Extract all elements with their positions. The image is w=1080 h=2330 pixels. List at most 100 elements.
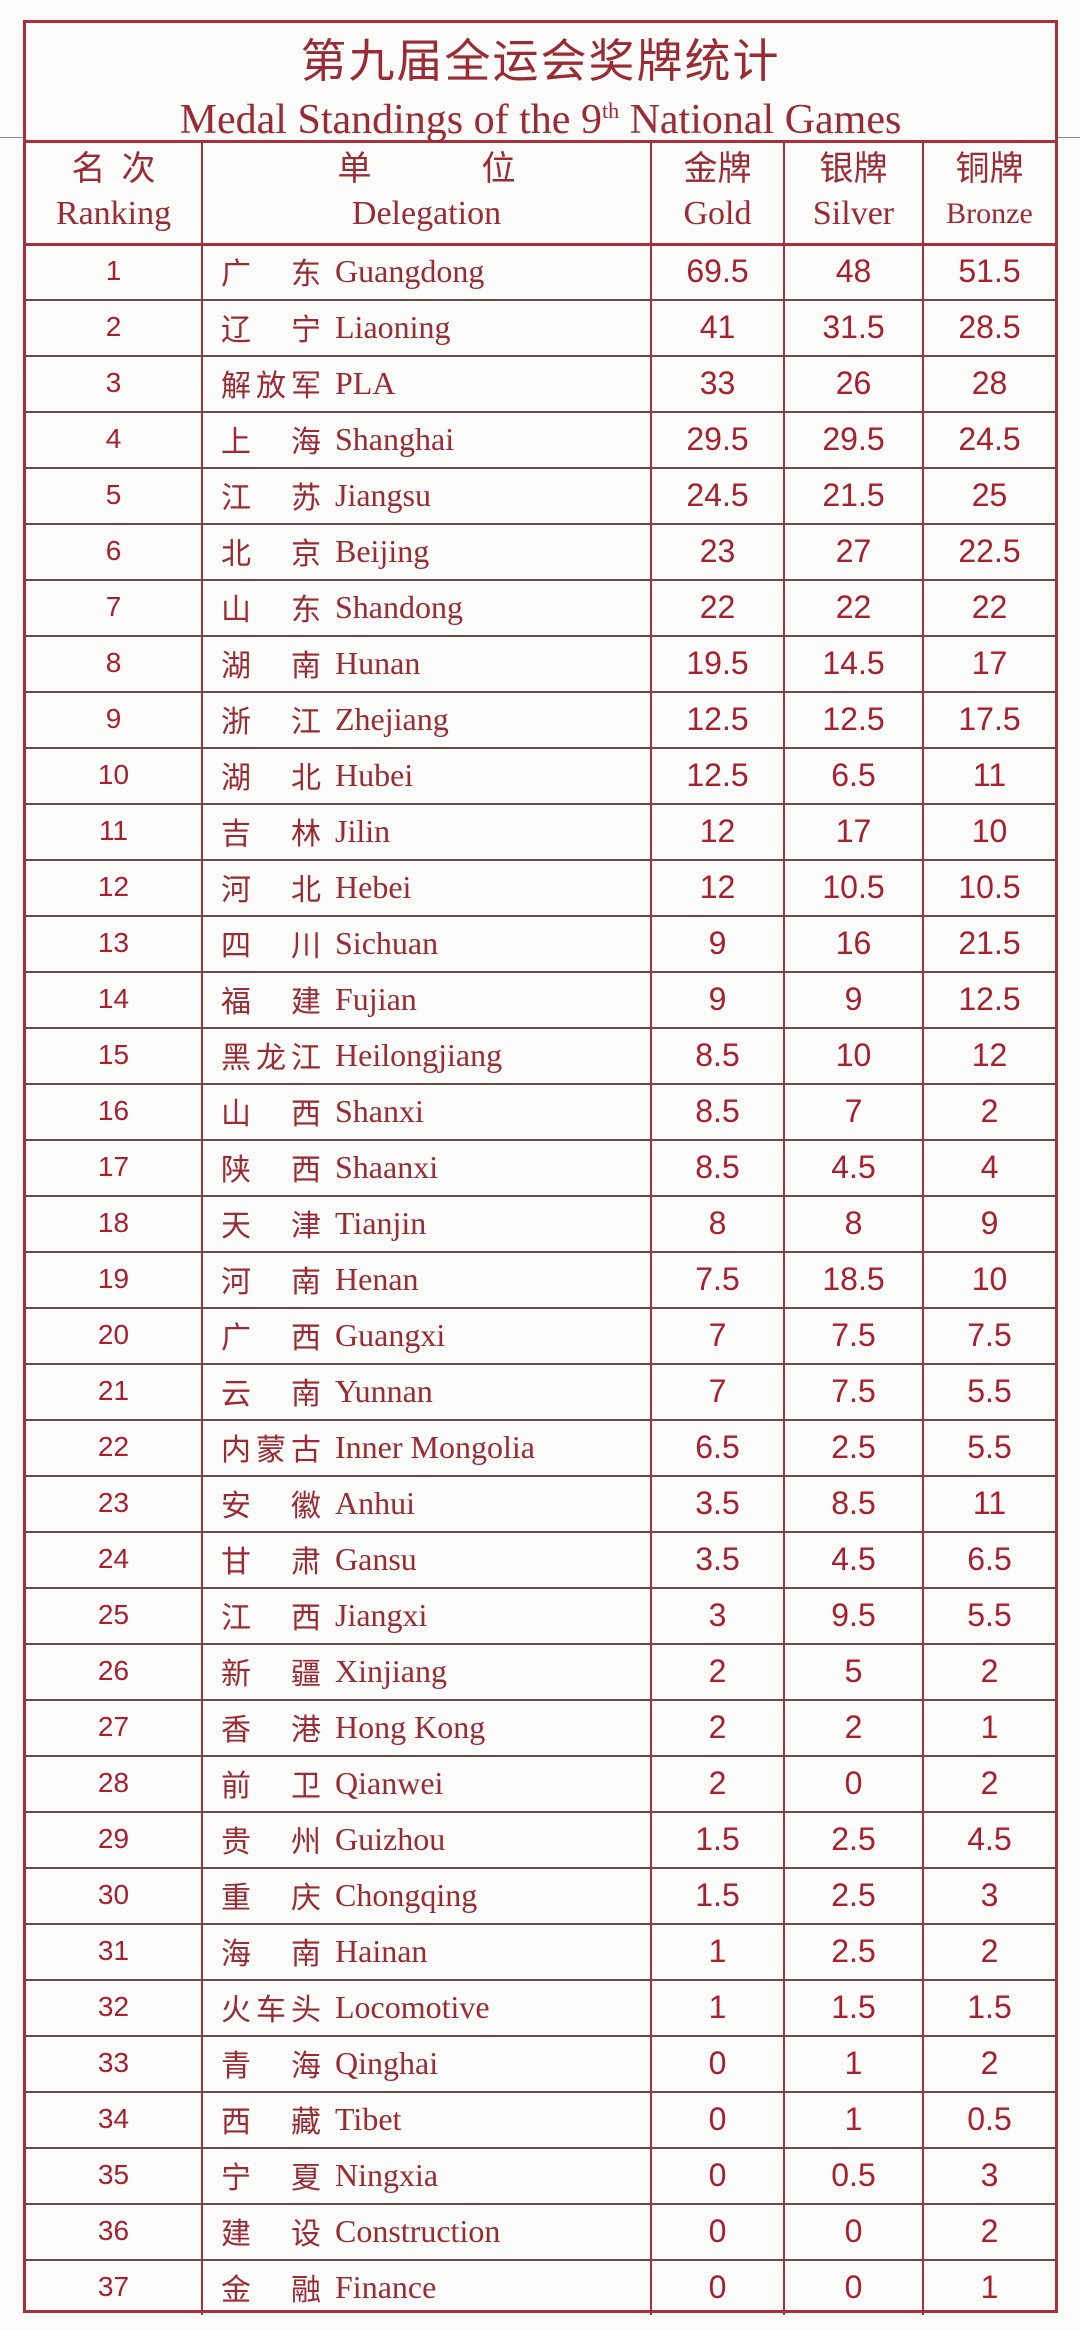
gold-count: 9 [708,980,727,1017]
gold-count: 8.5 [695,1036,740,1073]
delegation-en: Henan [335,1260,419,1297]
bronze-count: 0.5 [967,2100,1012,2137]
delegation-cell: 宁夏 Ningxia [203,2147,652,2203]
delegation-cell: 安徽 Anhui [203,1475,652,1531]
rank-cell: 30 [26,1867,203,1923]
rank: 35 [97,2159,130,2190]
rank-cell: 18 [26,1195,203,1251]
bronze-cell: 10 [924,803,1055,859]
table-row: 37 金融 Finance 0 0 1 [26,2259,1055,2315]
delegation-cn: 海南 [221,1938,321,1971]
rank-cell: 13 [26,915,203,971]
delegation-cn: 火车头 [221,1994,321,2027]
delegation-en: Shaanxi [335,1148,439,1185]
silver-count: 22 [835,588,872,625]
silver-count: 21.5 [822,476,885,513]
gold-count: 0 [708,2156,727,2193]
delegation-cn: 福建 [221,986,321,1019]
delegation-cn: 黑龙江 [221,1042,321,1075]
silver-count: 8 [844,1204,863,1241]
header-cn: 金牌 [683,150,752,188]
bronze-count: 7.5 [967,1316,1012,1353]
table-row: 2 辽宁 Liaoning 41 31.5 28.5 [26,299,1055,357]
gold-cell: 2 [652,1755,785,1811]
delegation-cell: 山东 Shandong [203,579,652,635]
bronze-cell: 12 [924,1027,1055,1083]
delegation-en: Tibet [335,2100,402,2137]
silver-count: 14.5 [822,644,885,681]
rank-cell: 9 [26,691,203,747]
rank-cell: 15 [26,1027,203,1083]
silver-cell: 6.5 [785,747,924,803]
gold-count: 23 [699,532,736,569]
bronze-cell: 10 [924,1251,1055,1307]
silver-count: 10.5 [822,868,885,905]
delegation-en: Hong Kong [335,1708,486,1745]
gold-count: 9 [708,924,727,961]
title-superscript: th [601,98,620,123]
delegation-en: Hainan [335,1932,428,1969]
silver-cell: 1.5 [785,1979,924,2035]
rank-cell: 36 [26,2203,203,2259]
delegation-cn: 青海 [221,2050,321,2083]
silver-cell: 21.5 [785,467,924,523]
bronze-cell: 2 [924,1923,1055,1979]
rank: 15 [97,1039,130,1070]
delegation-cn: 江西 [221,1602,321,1635]
silver-cell: 0.5 [785,2147,924,2203]
gold-count: 8.5 [695,1092,740,1129]
gold-count: 8.5 [695,1148,740,1185]
bronze-count: 10 [971,812,1008,849]
gold-count: 3 [708,1596,727,1633]
bronze-cell: 17.5 [924,691,1055,747]
silver-cell: 1 [785,2035,924,2091]
silver-cell: 4.5 [785,1139,924,1195]
bronze-cell: 10.5 [924,859,1055,915]
header-bronze: 铜牌 Bronze [924,140,1055,243]
delegation-cn: 湖北 [221,762,321,795]
bronze-cell: 1.5 [924,1979,1055,2035]
rank-cell: 29 [26,1811,203,1867]
table-row: 26 新疆 Xinjiang 2 5 2 [26,1643,1055,1701]
gold-cell: 12.5 [652,691,785,747]
bronze-count: 12.5 [958,980,1021,1017]
rank: 13 [97,927,130,958]
delegation-cell: 河北 Hebei [203,859,652,915]
gold-cell: 3.5 [652,1531,785,1587]
bronze-count: 17.5 [958,700,1021,737]
gold-count: 2 [708,1764,727,1801]
silver-cell: 27 [785,523,924,579]
gold-cell: 1 [652,1979,785,2035]
silver-cell: 16 [785,915,924,971]
delegation-cell: 火车头 Locomotive [203,1979,652,2035]
delegation-en: Guangdong [335,252,485,289]
rank: 4 [105,423,122,454]
gold-cell: 29.5 [652,411,785,467]
gold-count: 33 [699,364,736,401]
bronze-cell: 2 [924,2035,1055,2091]
silver-cell: 26 [785,355,924,411]
rank: 3 [105,367,122,398]
delegation-en: Jiangsu [335,476,431,513]
delegation-cell: 天津 Tianjin [203,1195,652,1251]
silver-count: 12.5 [822,700,885,737]
table-row: 8 湖南 Hunan 19.5 14.5 17 [26,635,1055,693]
silver-cell: 31.5 [785,299,924,355]
bronze-count: 4 [980,1148,999,1185]
bronze-cell: 4.5 [924,1811,1055,1867]
rank-cell: 23 [26,1475,203,1531]
gold-count: 8 [708,1204,727,1241]
rank: 19 [97,1263,130,1294]
table-title: 第九届全运会奖牌统计 Medal Standings of the 9th Na… [26,23,1055,143]
silver-cell: 2 [785,1699,924,1755]
delegation-cn: 广东 [221,258,321,291]
rank-cell: 24 [26,1531,203,1587]
gold-cell: 2 [652,1643,785,1699]
silver-count: 29.5 [822,420,885,457]
bronze-count: 2 [980,1092,999,1129]
delegation-cn: 辽宁 [221,314,321,347]
rank-cell: 5 [26,467,203,523]
delegation-en: Guangxi [335,1316,446,1353]
page-margin-line [0,137,23,138]
bronze-count: 5.5 [967,1428,1012,1465]
